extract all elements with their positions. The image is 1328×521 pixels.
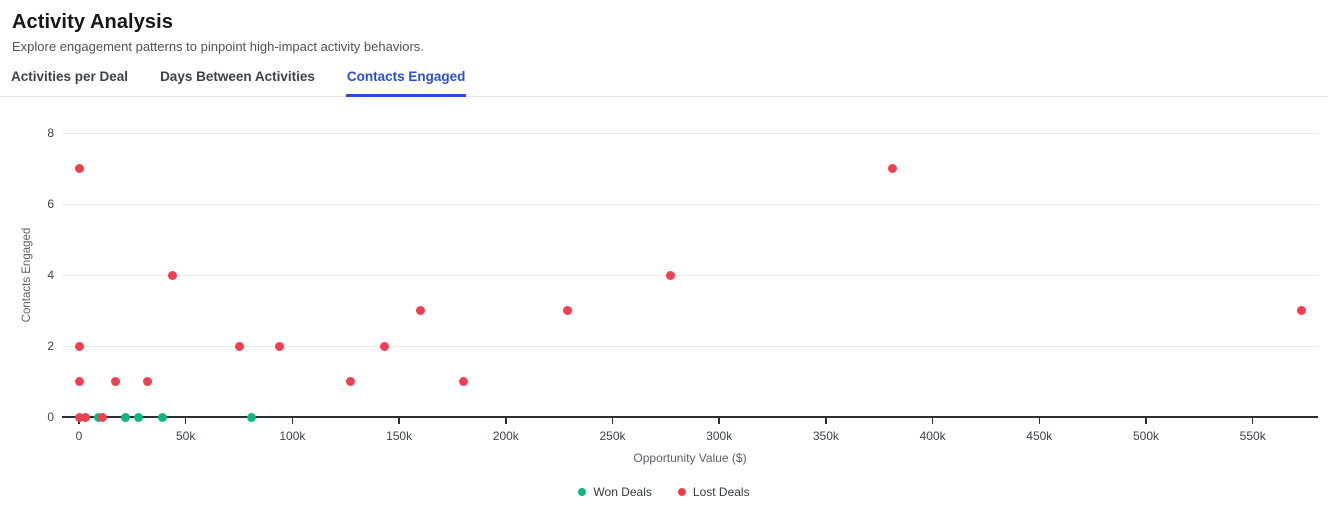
y-tick-label: 8 <box>47 126 54 140</box>
legend-won-label: Won Deals <box>593 485 652 499</box>
x-tick-label: 50k <box>176 429 196 443</box>
y-gridline <box>62 132 1318 134</box>
x-axis-line <box>62 416 1318 418</box>
scatter-point-lost[interactable] <box>74 412 84 422</box>
scatter-point-lost[interactable] <box>74 377 84 386</box>
scatter-point-lost[interactable] <box>887 164 897 173</box>
x-tick-mark <box>1251 418 1254 424</box>
x-tick-label: 500k <box>1132 429 1160 443</box>
tab-activities-per-deal[interactable]: Activities per Deal <box>11 69 129 84</box>
y-tick-label: 6 <box>47 197 54 211</box>
x-tick-mark <box>184 418 187 424</box>
x-tick-label: 300k <box>706 429 733 443</box>
chart-legend: Won Deals Lost Deals <box>0 485 1328 499</box>
scatter-point-lost[interactable] <box>379 341 389 351</box>
x-tick-label: 550k <box>1239 429 1266 443</box>
scatter-point-lost[interactable] <box>665 270 675 280</box>
x-tick-label: 450k <box>1026 429 1053 443</box>
legend-lost-dot-icon <box>677 488 686 496</box>
legend-lost-label: Lost Deals <box>692 485 750 499</box>
x-tick-mark <box>505 418 507 424</box>
x-tick-label: 350k <box>812 429 839 443</box>
scatter-point-won[interactable] <box>134 412 144 422</box>
scatter-point-lost[interactable] <box>234 341 244 351</box>
x-tick-label: 100k <box>279 429 306 443</box>
scatter-point-lost[interactable] <box>74 341 84 351</box>
scatter-point-won[interactable] <box>247 412 257 422</box>
scatter-point-lost[interactable] <box>142 377 152 386</box>
x-tick-mark <box>291 418 294 424</box>
scatter-point-lost[interactable] <box>275 341 285 351</box>
legend-item-lost-deals[interactable]: Lost Deals <box>677 485 750 499</box>
tab-contacts-engaged[interactable]: Contacts Engaged <box>345 67 467 97</box>
y-tick-label: 0 <box>47 410 54 424</box>
x-tick-mark <box>1038 418 1041 424</box>
x-axis-title: Opportunity Value ($) <box>633 451 747 465</box>
x-tick-mark <box>1145 418 1147 424</box>
page-subtitle: Explore engagement patterns to pinpoint … <box>12 39 424 54</box>
x-tick-mark <box>718 418 720 424</box>
scatter-point-lost[interactable] <box>97 412 107 422</box>
y-tick-label: 4 <box>47 268 54 282</box>
x-tick-label: 200k <box>492 429 519 443</box>
y-tick-label: 2 <box>47 339 54 353</box>
scatter-point-lost[interactable] <box>345 377 355 386</box>
x-tick-label: 0 <box>75 429 83 443</box>
page-title: Activity Analysis <box>12 11 174 33</box>
x-tick-mark <box>611 418 614 424</box>
scatter-point-lost[interactable] <box>80 412 90 422</box>
y-gridline <box>62 274 1318 276</box>
scatter-point-lost[interactable] <box>563 306 573 315</box>
x-tick-label: 400k <box>919 429 946 443</box>
scatter-point-lost[interactable] <box>74 164 84 173</box>
legend-item-won-deals[interactable]: Won Deals <box>578 485 652 499</box>
legend-won-dot-icon <box>578 488 587 496</box>
scatter-point-lost[interactable] <box>415 306 425 315</box>
scatter-point-lost[interactable] <box>458 377 468 386</box>
scatter-point-won[interactable] <box>157 412 167 422</box>
scatter-point-lost[interactable] <box>1297 306 1307 315</box>
tab-days-between-activities[interactable]: Days Between Activities <box>160 69 315 84</box>
x-tick-mark <box>931 418 934 424</box>
tab-bar: Activities per Deal Days Between Activit… <box>0 67 1328 97</box>
scatter-point-lost[interactable] <box>168 270 178 280</box>
scatter-point-lost[interactable] <box>110 377 120 386</box>
x-tick-label: 250k <box>599 429 626 443</box>
x-tick-mark <box>398 418 400 424</box>
y-gridline <box>62 345 1318 347</box>
y-gridline <box>62 203 1318 205</box>
scatter-point-won[interactable] <box>121 412 131 422</box>
page-header: Activity Analysis Explore engagement pat… <box>0 0 1328 54</box>
x-tick-mark <box>825 418 827 424</box>
x-tick-label: 150k <box>386 429 413 443</box>
